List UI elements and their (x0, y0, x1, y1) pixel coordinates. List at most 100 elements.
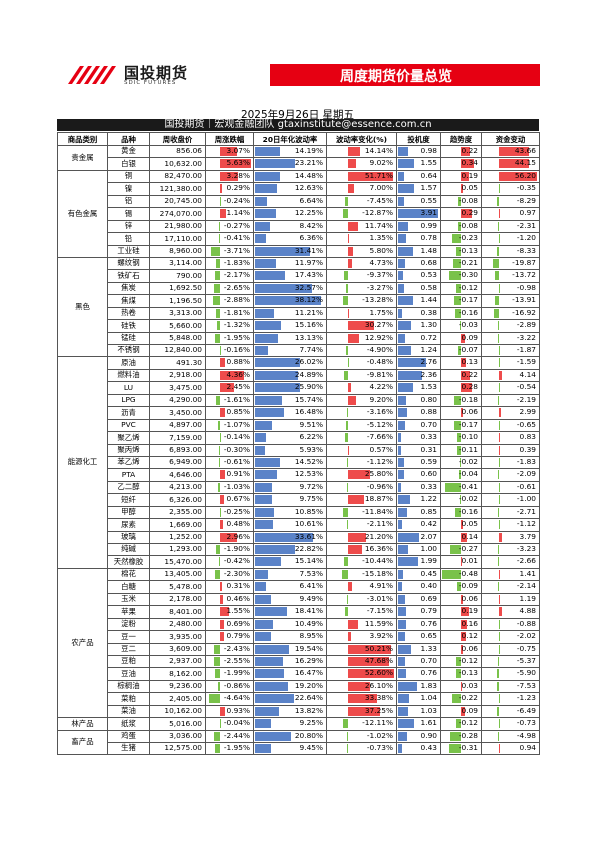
chg-cell: -0.61% (205, 455, 254, 470)
tr-bar (454, 296, 461, 306)
category-cell: 有色金属 (57, 169, 108, 258)
fc-bar (498, 321, 500, 331)
tr-bar (461, 632, 466, 642)
name-cell: 纸浆 (107, 717, 150, 731)
fc-cell: -1.83 (481, 455, 540, 470)
tr-value: -0.10 (458, 432, 478, 442)
chg-value: -0.42% (223, 556, 250, 566)
vc-cell: -11.84% (326, 505, 397, 520)
fc-cell: -3.22 (481, 331, 540, 346)
tr-bar (460, 457, 461, 467)
fc-value: -4.98 (516, 730, 536, 740)
liq-bar (398, 209, 438, 219)
tr-value: 0.09 (461, 705, 478, 715)
tr-bar (461, 644, 464, 654)
chg-value: 4.36% (226, 369, 250, 379)
chg-bar (213, 296, 221, 306)
fc-value: -1.83 (516, 456, 536, 466)
close-cell: 2,405.00 (149, 692, 206, 706)
close-cell: 12,840.00 (149, 343, 206, 358)
vol-value: 16.48% (294, 407, 323, 417)
col-close: 周收盘价 (149, 132, 206, 146)
fc-cell: -19.87 (481, 256, 540, 271)
vc-cell: 21.20% (326, 530, 397, 545)
table-row: 短纤 6,326.00 0.67% 9.75% 18.87% 1.22 -0.02 -1.00 (58, 493, 540, 507)
close-cell: 10,162.00 (149, 704, 206, 719)
tr-value: 0.05 (461, 183, 478, 193)
liq-bar (398, 557, 419, 567)
fc-bar (499, 209, 500, 219)
fc-cell: -0.61 (481, 480, 540, 495)
liq-cell: 0.76 (396, 667, 441, 681)
chg-bar (220, 532, 237, 542)
liq-value: 0.70 (420, 419, 437, 429)
liq-value: 2.36 (420, 369, 437, 379)
vc-bar (347, 706, 381, 716)
tr-cell: 0.22 (440, 368, 482, 383)
tr-value: 0.16 (461, 618, 478, 628)
vc-bar (347, 694, 377, 704)
vol-cell: 32.57% (253, 281, 327, 296)
liq-cell: 2.76 (396, 356, 441, 370)
report-date: 2025年9月26日 星期五 (240, 109, 355, 121)
name-cell: 硅铁 (107, 319, 150, 333)
tr-value: -0.02 (458, 456, 478, 466)
tr-bar (456, 283, 461, 293)
vc-bar (347, 545, 362, 554)
fc-cell: 0.94 (481, 741, 540, 756)
tr-bar (457, 582, 461, 592)
vc-value: -12.11% (362, 718, 393, 728)
fc-bar (499, 370, 502, 380)
liq-value: 1.44 (420, 295, 437, 305)
table-row: LPG 4,290.00 -1.61% 15.74% 9.20% 0.80 -0.18 -2.… (58, 393, 540, 408)
liq-value: 1.00 (420, 544, 437, 553)
liq-cell: 3.91 (396, 207, 441, 221)
tr-value: -0.03 (458, 320, 478, 330)
close-cell: 3,313.00 (149, 306, 206, 321)
fc-cell: -2.71 (481, 505, 540, 520)
tr-cell: -0.08 (440, 194, 482, 209)
vc-bar (347, 681, 371, 691)
fc-cell: -5.37 (481, 654, 540, 669)
liq-cell: 2.07 (396, 530, 441, 545)
vol-bar (255, 221, 270, 231)
vc-value: 21.20% (364, 531, 393, 541)
vc-value: -4.90% (366, 345, 393, 354)
tr-cell: -0.03 (440, 319, 482, 333)
vol-bar (255, 433, 266, 443)
tr-cell: 0.12 (440, 630, 482, 644)
chg-cell: 0.79% (205, 630, 254, 644)
vc-value: -1.12% (366, 456, 393, 466)
vc-value: 1.35% (369, 233, 393, 243)
tr-value: -0.02 (458, 494, 478, 504)
liq-bar (398, 258, 405, 268)
liq-cell: 1.61 (396, 717, 441, 731)
chg-bar (220, 209, 227, 219)
chg-value: -2.44% (223, 730, 250, 740)
vc-value: -2.11% (366, 519, 393, 529)
fc-cell: 2.99 (481, 406, 540, 420)
fc-cell: 1.19 (481, 592, 540, 607)
vc-bar (344, 271, 348, 281)
liq-value: 0.79 (420, 606, 437, 616)
liq-bar (398, 669, 406, 679)
close-cell: 2,355.00 (149, 505, 206, 520)
tr-cell: -0.12 (440, 717, 482, 731)
vol-bar (255, 594, 272, 604)
fc-value: 4.88 (519, 606, 536, 616)
fc-value: -5.37 (516, 655, 536, 665)
chg-value: -2.65% (223, 282, 250, 292)
vol-value: 16.29% (294, 655, 323, 665)
fc-cell: -13.91 (481, 294, 540, 308)
fc-bar (498, 395, 500, 405)
table-row: 聚乙烯 7,159.00 -0.14% 6.22% -7.66% 0.33 -0.10 0.8… (58, 431, 540, 445)
fc-bar (497, 656, 500, 666)
liq-cell: 0.65 (396, 630, 441, 644)
tr-bar (458, 346, 461, 355)
table-row: 淀粉 2,480.00 0.69% 10.49% 11.59% 0.76 0.16 -0.88 (58, 617, 540, 632)
liq-bar (398, 333, 406, 343)
vc-bar (347, 582, 352, 592)
table-row: 有色金属铜 82,470.00 3.28% 14.48% 51.71% 0.64 0.19 5… (57, 169, 540, 258)
vol-value: 10.85% (294, 506, 323, 516)
tr-cell: 0.06 (440, 592, 482, 607)
